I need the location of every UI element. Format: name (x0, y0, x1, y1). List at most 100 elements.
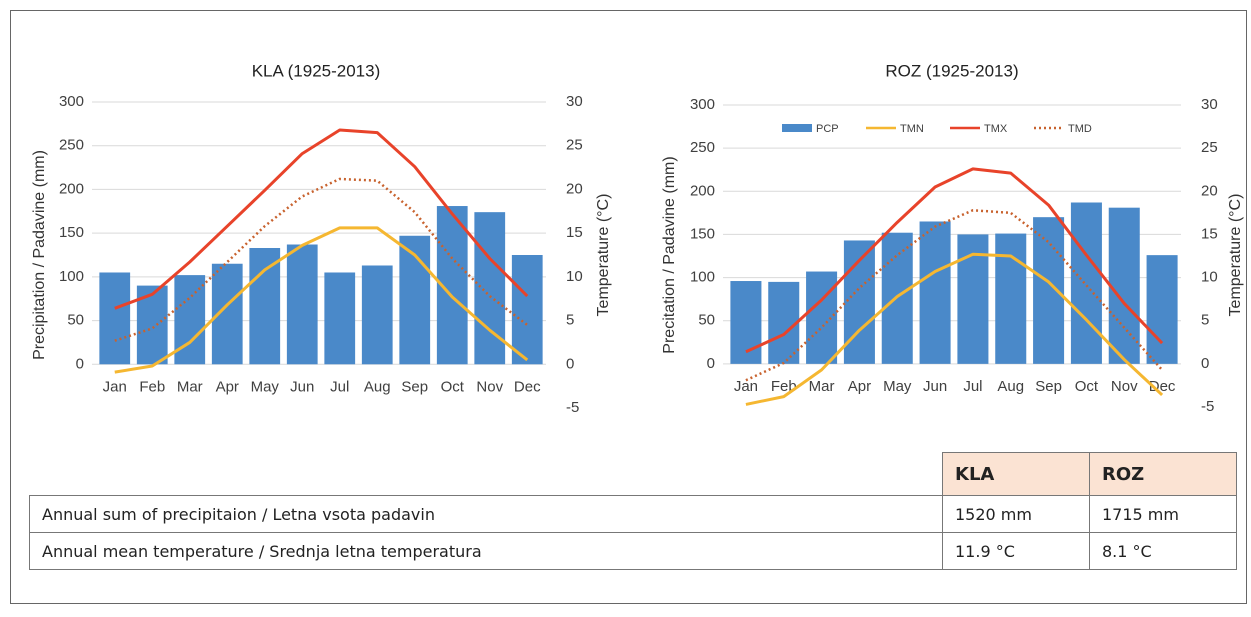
x-tick-label: Sep (401, 378, 428, 395)
y-tick-label: 250 (59, 137, 84, 154)
y2-tick-label: 15 (566, 224, 583, 241)
y2-tick-label: 25 (566, 137, 583, 154)
x-tick-label: Mar (809, 378, 835, 395)
cell: 8.1 °C (1089, 532, 1237, 570)
y-tick-label: 100 (690, 269, 715, 286)
y-tick-label: 300 (59, 93, 84, 110)
y2-tick-label: 30 (566, 93, 583, 110)
y-tick-label: 100 (59, 268, 84, 285)
legend-label: TMD (1068, 123, 1092, 135)
cell: 11.9 °C (942, 532, 1090, 570)
bar (1070, 202, 1102, 364)
x-tick-label: Jul (330, 378, 349, 395)
line-series (745, 167, 1164, 354)
x-tick-label: Nov (1111, 378, 1138, 395)
line-series (745, 209, 1164, 382)
bar (768, 281, 800, 364)
y-tick-label: 0 (76, 355, 84, 372)
y2-tick-label: 5 (566, 312, 574, 329)
y-tick-label: 0 (707, 355, 715, 372)
y-tick-label: 200 (690, 182, 715, 199)
x-tick-label: Dec (514, 378, 541, 395)
x-tick-label: Aug (997, 378, 1024, 395)
bar (324, 272, 356, 365)
cell: 1520 mm (942, 495, 1090, 533)
y2-tick-label: 0 (1201, 355, 1209, 372)
summary-table: KLA ROZ Annual sum of precipitaion / Let… (29, 452, 1237, 570)
bar (511, 255, 543, 365)
x-tick-label: Apr (848, 378, 871, 395)
bar (1146, 255, 1178, 364)
y-tick-label: 150 (59, 224, 84, 241)
x-tick-label: Jul (963, 378, 982, 395)
row-label: Annual mean temperature / Srednja letna … (29, 532, 943, 570)
y2-tick-label: 20 (1201, 182, 1218, 199)
cell: 1715 mm (1089, 495, 1237, 533)
bar (474, 212, 506, 365)
line-series (745, 252, 1164, 406)
y2-tick-label: 20 (566, 180, 583, 197)
bar (99, 272, 131, 365)
bar (361, 265, 393, 365)
figure-border (10, 10, 1247, 604)
x-tick-label: Jan (103, 378, 127, 395)
legend-label: TMX (984, 123, 1008, 135)
x-tick-label: Apr (216, 378, 239, 395)
x-tick-label: Aug (364, 378, 391, 395)
bar (1108, 207, 1140, 364)
legend-swatch (782, 124, 812, 132)
y2-tick-label: 30 (1201, 96, 1218, 113)
x-tick-label: Oct (441, 378, 465, 395)
y2-tick-label: -5 (1201, 398, 1214, 415)
line-series (114, 177, 529, 342)
bar (806, 271, 838, 364)
column-header: KLA (942, 452, 1090, 496)
y2-tick-label: 0 (566, 355, 574, 372)
line-series (114, 226, 529, 374)
y-tick-label: 300 (690, 96, 715, 113)
x-tick-label: Feb (771, 378, 797, 395)
legend-label: PCP (816, 123, 839, 135)
column-header: ROZ (1089, 452, 1237, 496)
x-tick-label: Jan (734, 378, 758, 395)
y-tick-label: 50 (698, 312, 715, 329)
y-axis-label: Precitation / Padavine (mm) (661, 156, 678, 353)
bar (730, 281, 762, 364)
y-tick-label: 200 (59, 180, 84, 197)
legend-label: TMN (900, 123, 924, 135)
line-series (114, 128, 529, 310)
y-tick-label: 50 (67, 312, 84, 329)
chart-title: KLA (1925-2013) (252, 61, 381, 80)
x-tick-label: Feb (139, 378, 165, 395)
empty-cell (29, 452, 943, 496)
x-tick-label: Sep (1035, 378, 1062, 395)
x-tick-label: Jun (923, 378, 947, 395)
y2-axis-label: Temperature (°C) (1227, 194, 1244, 317)
x-tick-label: May (251, 378, 280, 395)
x-tick-label: Mar (177, 378, 203, 395)
bar (1033, 217, 1065, 364)
y2-tick-label: 10 (566, 268, 583, 285)
x-tick-label: Jun (290, 378, 314, 395)
header-row: KLA ROZ (29, 452, 1237, 496)
y2-tick-label: 15 (1201, 225, 1218, 242)
chart-title: ROZ (1925-2013) (885, 61, 1018, 80)
y2-tick-label: 5 (1201, 312, 1209, 329)
legend: PCP TMN TMX TMD (782, 123, 1092, 135)
y2-tick-label: 25 (1201, 139, 1218, 156)
y2-axis-label: Temperature (°C) (595, 194, 612, 317)
row: Annual sum of precipitaion / Letna vsota… (29, 495, 1237, 533)
bar (919, 221, 951, 364)
x-tick-label: Oct (1075, 378, 1099, 395)
bar (286, 244, 318, 365)
y-tick-label: 150 (690, 225, 715, 242)
x-tick-label: Nov (476, 378, 503, 395)
bar (995, 233, 1027, 364)
y-axis-label: Precipitation / Padavine (mm) (31, 150, 48, 360)
row: Annual mean temperature / Srednja letna … (29, 532, 1237, 570)
bar (249, 248, 281, 365)
y2-tick-label: 10 (1201, 269, 1218, 286)
y-tick-label: 250 (690, 139, 715, 156)
